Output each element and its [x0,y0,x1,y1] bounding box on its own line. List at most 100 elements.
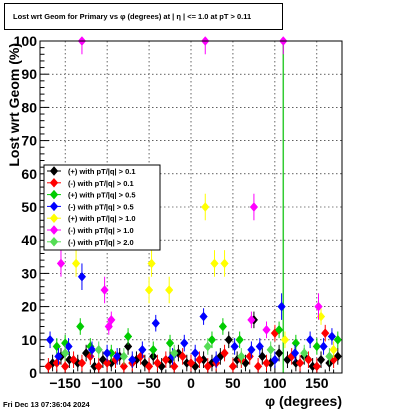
data-point [300,344,309,362]
x-tick-label: −100 [91,375,123,391]
point-marker [104,321,113,332]
point-marker [329,344,338,355]
x-tick-label: 150 [305,375,329,391]
data-point [270,351,280,369]
data-point [77,263,87,290]
y-tick-label: 50 [21,199,37,215]
data-point [207,331,217,349]
point-marker [102,358,112,368]
x-tick-label: 100 [263,375,287,391]
point-marker [149,344,158,355]
data-point [195,351,204,369]
point-marker [212,354,221,365]
point-marker [314,301,323,312]
legend-marker [49,225,59,235]
data-point [291,334,301,352]
data-point [316,351,326,369]
data-point [247,311,256,329]
data-point [327,328,337,345]
point-marker [186,358,196,368]
data-point [255,338,264,355]
data-point [81,344,91,362]
y-tick-label: 100 [14,33,38,49]
data-point [235,331,244,349]
data-point [314,293,323,320]
point-marker [147,258,156,269]
point-marker [123,331,133,342]
data-point [191,344,200,362]
data-point [212,351,221,369]
data-point [329,341,338,359]
point-marker [237,351,246,362]
point-marker [277,301,286,312]
point-marker [316,354,326,365]
point-marker [201,202,210,212]
point-marker [266,344,275,355]
data-point [305,331,315,349]
data-point [153,354,162,372]
data-point [325,348,334,365]
data-point [76,318,85,335]
y-tick-label: 40 [21,232,37,248]
point-marker [235,334,244,345]
data-point [182,354,191,372]
point-marker [280,334,290,345]
legend-label: (+) with pT/|q| > 0.1 [68,167,136,176]
data-point [61,344,70,362]
point-marker [94,361,103,372]
point-marker [207,334,217,345]
point-marker [203,341,212,352]
data-point [266,341,275,359]
data-point [45,331,55,349]
point-marker [165,285,174,295]
data-point [128,351,137,369]
data-point [69,351,78,369]
point-marker [138,344,147,355]
data-point [77,354,87,372]
data-point [102,344,112,362]
footer-timestamp: Fri Dec 13 07:36:04 2024 [3,400,90,409]
point-marker [140,358,150,368]
point-marker [54,351,63,362]
point-marker [76,321,85,332]
point-marker [230,341,239,352]
point-marker [56,258,66,269]
point-marker [61,361,70,372]
data-point [247,341,256,359]
data-point [218,318,228,335]
point-marker [220,258,229,269]
point-marker [274,348,284,358]
data-point [277,293,286,320]
point-marker [228,361,238,372]
point-marker [199,311,208,322]
point-marker [98,354,108,365]
point-marker [113,351,122,362]
point-marker [220,348,229,358]
point-marker [325,351,334,362]
x-tick-label: 50 [225,375,241,391]
point-marker [333,334,342,345]
point-marker [165,338,175,349]
legend-label: (-) with pT/|q| > 0.5 [68,202,134,211]
legend-label: (+) with pT/|q| > 0.5 [68,191,136,200]
point-marker [45,334,55,345]
point-marker [144,361,154,372]
data-point [151,314,160,332]
data-point [140,354,150,372]
data-point [147,250,156,277]
data-point [180,334,189,352]
point-marker [77,358,87,368]
point-marker [305,334,315,345]
data-point [230,338,239,355]
point-marker [191,348,200,358]
legend-marker [49,189,59,200]
data-point [274,321,284,339]
point-marker [274,324,284,335]
point-marker [87,344,97,355]
data-point [290,344,300,362]
y-tick-label: 30 [21,265,37,281]
data-point [144,358,154,373]
point-marker [203,361,212,372]
point-marker [71,258,81,269]
